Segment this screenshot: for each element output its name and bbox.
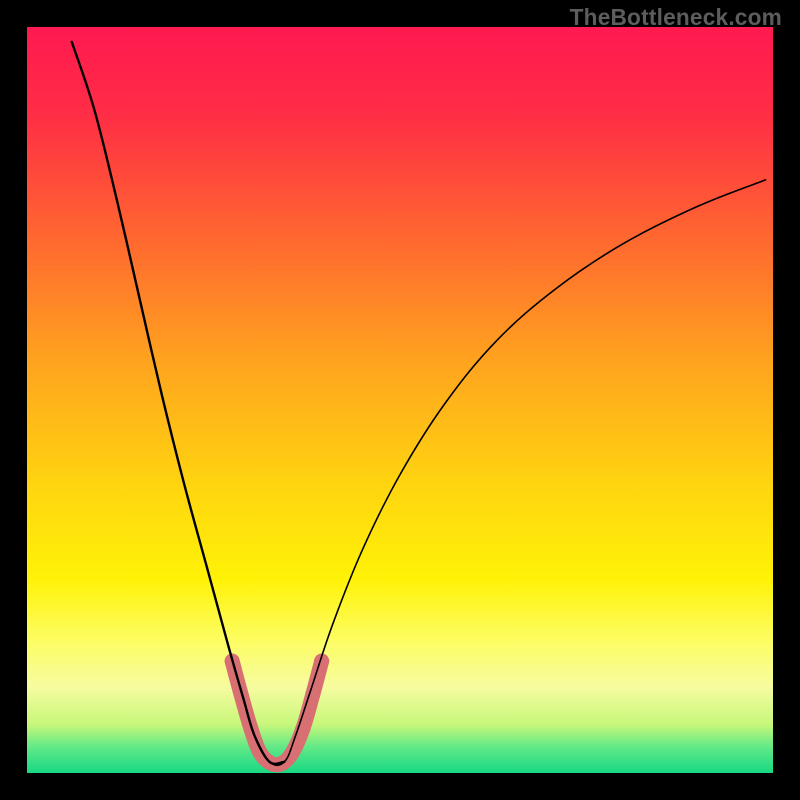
chart-frame: TheBottleneck.com <box>0 0 800 800</box>
chart-svg <box>0 0 800 800</box>
plot-background <box>27 27 773 773</box>
watermark-text: TheBottleneck.com <box>570 4 782 31</box>
